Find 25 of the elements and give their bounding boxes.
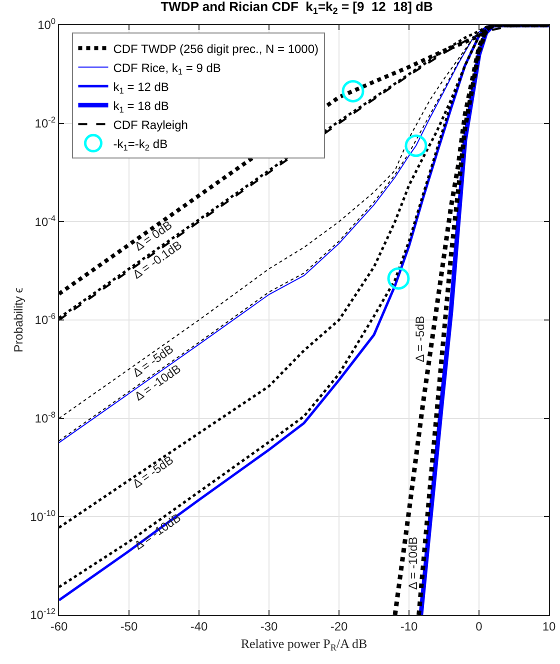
x-tick-label: -40 bbox=[190, 619, 208, 634]
x-tick-label: -10 bbox=[400, 619, 418, 634]
x-tick-label: 0 bbox=[476, 619, 483, 634]
annotation: Δ = -5dB bbox=[130, 452, 176, 491]
legend-label: k$_{1}$ = 18 dB bbox=[113, 98, 169, 114]
y-tick-label: 10$^{-6}$ bbox=[34, 311, 56, 328]
y-tick-label: 10$^{-2}$ bbox=[34, 114, 56, 131]
legend-label: CDF Rayleigh bbox=[113, 118, 188, 132]
legend-label: k$_{1}$ = 12 dB bbox=[113, 80, 169, 96]
y-tick-label: 10$^{-10}$ bbox=[30, 508, 56, 524]
legend-label: -k$_{1}$=-k$_{2}$ dB bbox=[113, 136, 168, 152]
x-tick-label: 10 bbox=[542, 619, 556, 634]
x-tick-label: -30 bbox=[260, 619, 278, 634]
y-tick-label: 10$^{0}$ bbox=[38, 16, 56, 32]
y-axis-title: Probability ϵ bbox=[11, 288, 26, 352]
chart-title: TWDP and Rician CDF k$_{1}$=k$_{2}$ = [9 12 18] dB bbox=[160, 0, 433, 16]
legend-label: CDF TWDP (256 digit prec., N = 1000) bbox=[113, 42, 319, 56]
annotation: Δ = -10dB bbox=[406, 536, 420, 590]
x-axis-title: Relative power P$_{R}$/A dB bbox=[240, 636, 368, 653]
x-tick-label: -20 bbox=[330, 619, 348, 634]
x-tick-label: -50 bbox=[120, 619, 138, 634]
y-tick-label: 10$^{-8}$ bbox=[34, 409, 56, 426]
y-tick-label: 10$^{-4}$ bbox=[34, 212, 56, 229]
annotation: Δ = -5dB bbox=[412, 316, 427, 362]
legend-label: CDF Rice, k$_{1}$ = 9 dB bbox=[113, 60, 221, 76]
